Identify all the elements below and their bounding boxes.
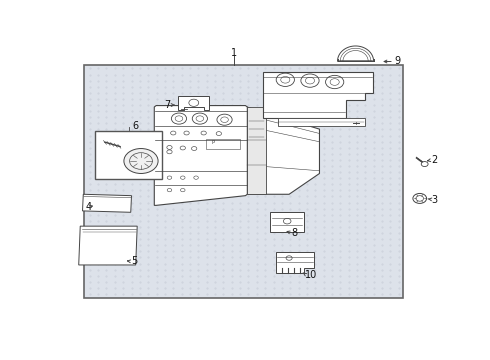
Text: P: P <box>211 140 215 145</box>
Circle shape <box>421 162 428 167</box>
Text: 7: 7 <box>164 100 170 110</box>
Text: 5: 5 <box>131 256 137 266</box>
Text: 8: 8 <box>292 228 298 238</box>
Text: 2: 2 <box>432 155 438 165</box>
Polygon shape <box>338 46 373 61</box>
Bar <box>84 66 403 298</box>
Polygon shape <box>82 194 131 212</box>
Bar <box>84 66 403 298</box>
Polygon shape <box>246 107 319 194</box>
Polygon shape <box>154 105 247 205</box>
Text: 6: 6 <box>132 121 138 131</box>
Polygon shape <box>276 252 314 273</box>
Text: 1: 1 <box>231 49 237 58</box>
Text: 9: 9 <box>394 57 401 67</box>
Polygon shape <box>270 212 304 232</box>
Polygon shape <box>178 96 209 110</box>
Polygon shape <box>79 226 137 265</box>
Circle shape <box>124 149 158 174</box>
Bar <box>96 131 162 179</box>
Text: 4: 4 <box>86 202 92 212</box>
Polygon shape <box>246 107 267 194</box>
Circle shape <box>413 193 427 203</box>
Polygon shape <box>278 118 365 126</box>
Text: 3: 3 <box>432 195 438 205</box>
Polygon shape <box>263 72 372 118</box>
Text: 10: 10 <box>305 270 318 280</box>
